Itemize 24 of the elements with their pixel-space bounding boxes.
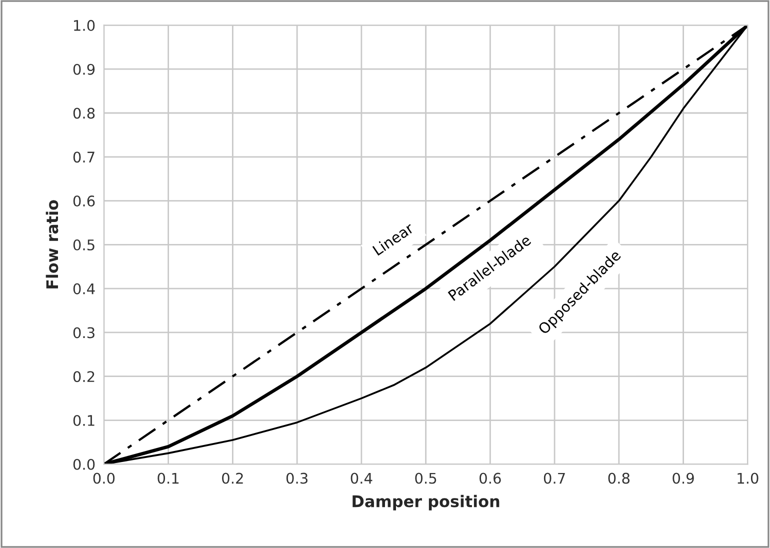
y-axis-title: Flow ratio: [46, 200, 58, 288]
x-tick-label: 0.3: [286, 472, 308, 484]
y-tick-label: 0.8: [73, 108, 95, 119]
y-tick-label: 0.6: [73, 196, 95, 207]
x-tick-label: 0.8: [608, 472, 630, 484]
x-tick-label: 0.5: [415, 472, 436, 484]
x-tick-label: 1.0: [738, 472, 758, 484]
y-tick-label: 0.0: [73, 458, 95, 470]
y-tick-label: 0.4: [73, 283, 95, 294]
y-tick-label: 0.7: [73, 152, 94, 163]
y-tick-label: 0.9: [73, 64, 95, 75]
x-tick-label: 0.0: [93, 472, 115, 484]
y-tick-label: 0.2: [73, 371, 94, 382]
x-tick-label: 0.1: [158, 472, 179, 484]
y-tick-label: 0.1: [73, 414, 94, 426]
x-tick-label: 0.7: [544, 472, 565, 484]
x-tick-label: 0.9: [672, 472, 694, 484]
x-tick-label: 0.4: [350, 472, 372, 484]
y-tick-label: 1.0: [74, 20, 95, 31]
y-tick-label: 0.3: [73, 327, 94, 338]
x-axis-title: Damper position: [352, 494, 500, 510]
y-tick-label: 0.5: [73, 239, 94, 250]
x-tick-label: 0.6: [480, 472, 501, 484]
x-tick-label: 0.2: [222, 472, 243, 484]
